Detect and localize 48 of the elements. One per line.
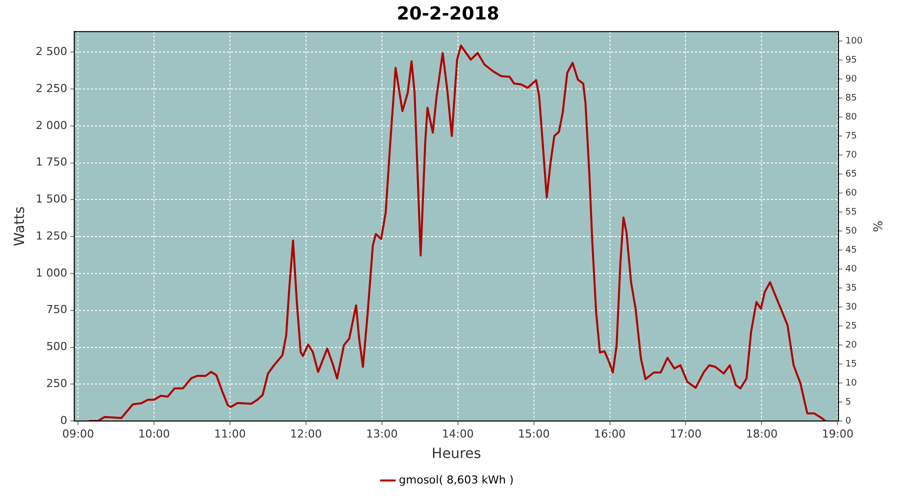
y2-tick-label: 95	[845, 55, 857, 66]
y-tick-label: 0	[60, 414, 68, 427]
y2-tick-label: 5	[845, 397, 852, 408]
y-tick-label: 250	[46, 376, 68, 390]
x-tick-label: 15:00	[518, 427, 550, 440]
legend-label: gmosol( 8,603 kWh )	[398, 473, 514, 486]
x-tick-label: 19:00	[822, 427, 854, 440]
y2-tick-label: 45	[845, 245, 857, 256]
y2-tick-label: 35	[845, 283, 857, 294]
y2-tick-label: 10	[845, 378, 858, 388]
x-tick-label: 16:00	[594, 427, 626, 440]
x-tick-label: 18:00	[746, 427, 778, 440]
x-tick-label: 11:00	[214, 427, 246, 440]
y2-tick-label: 75	[845, 131, 857, 142]
y2-tick-label: 85	[845, 93, 857, 104]
y-tick-label: 1 250	[36, 229, 68, 242]
y2-tick-label: 100	[845, 36, 863, 46]
x-tick-label: 13:00	[366, 427, 398, 440]
x-tick-label: 12:00	[290, 427, 322, 440]
y-tick-label: 500	[46, 340, 68, 354]
y2-axis-title: %	[870, 220, 885, 232]
x-axis-title: Heures	[432, 446, 482, 462]
y2-tick-label: 25	[845, 321, 857, 332]
y2-tick-label: 50	[845, 226, 858, 236]
y2-tick-label: 60	[845, 188, 858, 198]
y-axis-title: Watts	[12, 206, 28, 246]
y2-tick-label: 20	[845, 340, 858, 350]
y-tick-label: 2 500	[36, 45, 68, 58]
x-tick-label: 17:00	[670, 427, 702, 440]
y-tick-label: 750	[46, 303, 68, 316]
y2-tick-label: 65	[845, 169, 857, 180]
y-tick-label: 2 250	[36, 82, 68, 95]
y-tick-label: 2 000	[36, 118, 68, 132]
chart-title: 20-2-2018	[396, 3, 500, 24]
y2-tick-label: 90	[845, 74, 858, 84]
x-tick-label: 09:00	[62, 427, 94, 440]
y2-tick-label: 55	[845, 207, 857, 218]
y2-tick-label: 30	[845, 302, 858, 312]
y2-tick-label: 0	[845, 416, 852, 426]
y-tick-label: 1 750	[36, 156, 68, 169]
x-tick-label: 10:00	[138, 427, 170, 440]
y-tick-label: 1 000	[36, 266, 68, 280]
y2-tick-label: 15	[845, 359, 857, 370]
y2-tick-label: 40	[845, 264, 858, 274]
x-tick-label: 14:00	[442, 427, 474, 440]
y2-tick-label: 80	[845, 112, 858, 122]
y-tick-label: 1 500	[36, 192, 68, 206]
y2-tick-label: 70	[845, 150, 858, 160]
